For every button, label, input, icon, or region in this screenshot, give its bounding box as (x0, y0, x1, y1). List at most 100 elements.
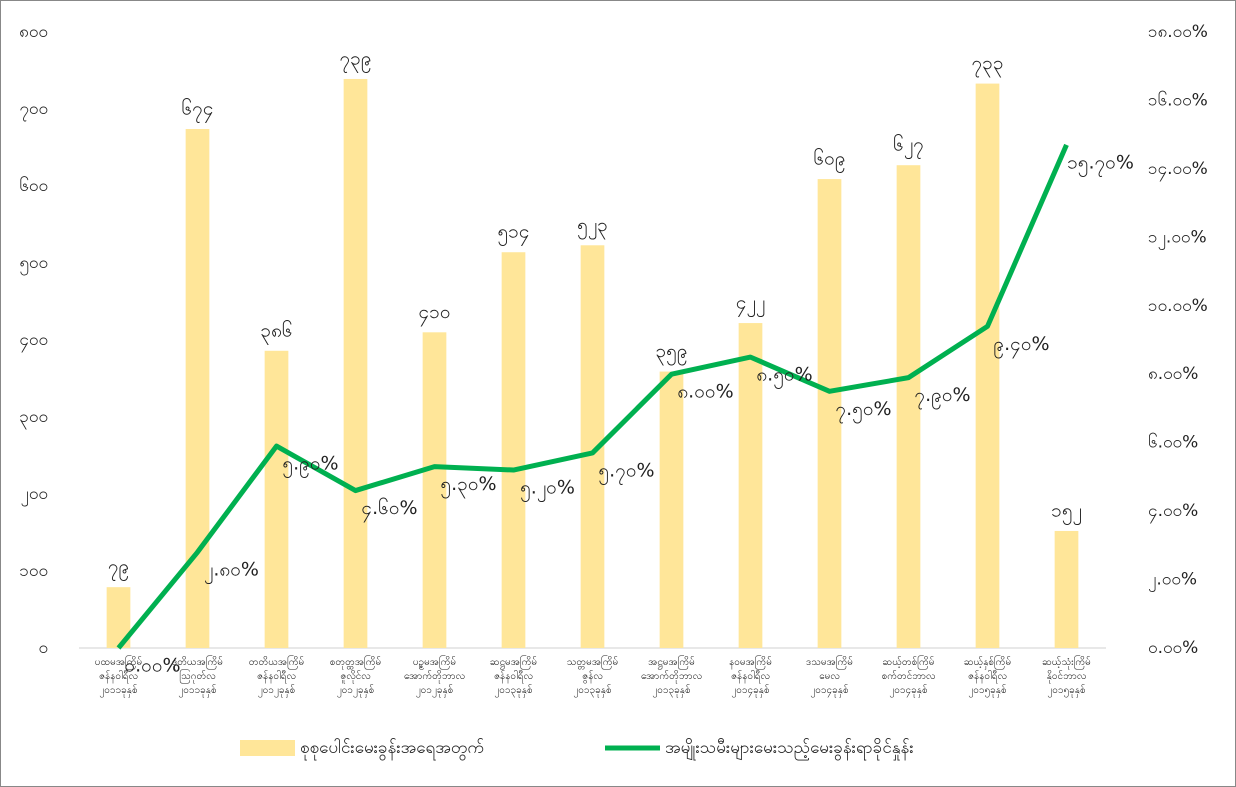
bar-value-label: ၃၈၆ (260, 318, 292, 345)
x-tick-label: အောက်တိုဘာလ (404, 669, 465, 684)
x-tick-label: ၂၀၁၃ခုနှစ် (494, 683, 532, 698)
bar-value-label: ၆၇၄ (181, 97, 213, 124)
x-tick-label: ၂၀၁၂ခုနှစ် (337, 683, 375, 698)
x-tick-label: ဇန်နဝါရီလ (257, 669, 296, 684)
line-value-label: ၇.၅၀% (835, 398, 891, 424)
bar (659, 371, 684, 648)
line-value-label: ၅.၂၀% (520, 477, 575, 503)
x-tick-label: နိုဝင်ဘာလ (1047, 669, 1086, 684)
bar-value-label: ၇၃၃ (971, 52, 1003, 78)
line-value-label: ၅.၉၀% (282, 453, 338, 479)
bar-value-label: ၆၂၇ (893, 133, 924, 160)
x-tick-label: ဇွန်လ (582, 669, 603, 684)
x-tick-label: နဝမအကြိမ် (729, 654, 772, 670)
x-tick-label: ဇန်နဝါရီလ (494, 669, 533, 684)
bar-value-label: ၄၂၂ (736, 292, 765, 318)
x-tick-label: ဇူလိုင်လ (340, 669, 370, 684)
x-tick-label: ၂၀၁၃ခုနှစ် (652, 683, 690, 698)
line-value-label: ၈.၅၀% (756, 364, 812, 390)
y2-tick-label: ၂.၀၀% (1148, 570, 1197, 593)
line-value-label: ၂.၈၀% (204, 559, 259, 585)
y2-tick-label: ၀.၀၀% (1148, 638, 1198, 658)
bar (264, 350, 289, 648)
bar-value-label: ၄၁၀ (418, 301, 450, 327)
x-tick-label: ၂၀၁၂ခုနှစ် (258, 683, 296, 698)
x-tick-label: ဇန်နဝါရီလ (99, 669, 138, 684)
x-tick-label: ၂၀၁၅ခုနှစ် (968, 683, 1006, 698)
line-value-label: ၅.၃၀% (440, 473, 496, 499)
x-tick-label: ၂၀၁၄ခုနှစ် (810, 683, 848, 698)
bar-value-label: ၇၉ (108, 556, 129, 582)
x-tick-label: ၂၀၁၄ခုနှစ် (889, 683, 927, 698)
line-value-label: ၄.၆၀% (361, 496, 417, 523)
x-tick-label: မေလ (819, 671, 840, 682)
x-tick-label: ၂၀၁၂ခုနှစ် (416, 683, 454, 698)
bar-value-label: ၅၂၃ (577, 214, 608, 240)
x-tick-label: ဆယ့်နှစ်ကြိမ် (964, 654, 1011, 670)
y2-tick-label: ၁၂.၀၀% (1148, 227, 1207, 250)
bar (738, 323, 763, 648)
bar-value-label: ၃၅၉ (655, 340, 687, 366)
x-tick-label: ဩဂုတ်လ (179, 668, 215, 684)
x-tick-label: ဆဋ္ဌမအကြိမ် (490, 654, 537, 670)
y2-tick-label: ၄.၀၀% (1148, 501, 1198, 524)
x-tick-label: စက်တင်ဘာလ (882, 669, 936, 682)
y-tick-label: ၆၀၀ (19, 175, 48, 196)
bar-value-label: ၁၅၂ (1051, 499, 1082, 525)
x-tick-label: ၂၀၁၃ခုနှစ် (573, 683, 611, 698)
x-tick-label: ဆယ့်တစ်ကြိမ် (883, 654, 935, 670)
bar (896, 165, 921, 648)
line-value-label: ၈.၀၀% (677, 381, 733, 403)
y2-tick-label: ၆.၀၀% (1148, 432, 1198, 453)
y-tick-label: ၅၀၀ (19, 253, 48, 276)
y-tick-label: ၂၀၀ (21, 484, 48, 507)
x-tick-label: ဇန်နဝါရီလ (968, 669, 1007, 684)
line (116, 143, 1069, 650)
y2-tick-label: ၁၄.၀၀% (1148, 159, 1208, 182)
bar (501, 252, 526, 648)
y-tick-label: ၇၀၀ (19, 99, 48, 122)
line-value-label: ၁၅.၇၀% (1067, 151, 1134, 177)
y2-tick-label: ၈.၀၀% (1148, 364, 1198, 384)
line-value-label: ၇.၉၀% (914, 384, 970, 410)
x-tick-label: ဆယ့်သုံးကြိမ် (1042, 654, 1091, 670)
x-tick-label: ပထမအကြိမ် (95, 654, 142, 670)
x-tick-label: အဋ္ဌမအကြိမ် (648, 654, 695, 670)
x-tick-label: အောက်တိုဘာလ (641, 669, 702, 684)
y2-tick-label: ၁၀.၀၀% (1148, 296, 1208, 316)
x-tick-label: စတုတ္ထအကြိမ် (330, 654, 381, 670)
bar (106, 587, 131, 648)
bar (817, 179, 842, 648)
x-tick-label: သတ္တမအကြိမ် (567, 654, 618, 670)
x-tick-label: ၂၀၁၁ခုနှစ် (99, 683, 137, 698)
x-tick-label: ၂၀၁၅ခုနှစ် (1047, 683, 1085, 698)
x-tick-label: ၂၀၁၄ခုနှစ် (731, 683, 769, 698)
bar (1054, 530, 1079, 648)
legend-swatch (240, 740, 295, 756)
y2-tick-label: ၁၆.၀၀% (1148, 89, 1208, 110)
x-tick-label: ဒသမအကြိမ် (806, 654, 853, 670)
x-tick-label: ၂၀၁၁ခုနှစ် (178, 683, 216, 698)
bar (975, 83, 1000, 649)
x-tick-label: ပဉ္စမအကြိမ် (413, 654, 456, 670)
x-tick-label: ဒုတိယအကြိမ် (172, 654, 223, 670)
bar (185, 129, 210, 648)
bar (422, 332, 447, 648)
y2-tick-label: ၁၈.၀၀% (1148, 22, 1208, 42)
legend-label: စုစုပေါင်းမေးခွန်းအရေအတွက် (300, 737, 484, 761)
line-value-label: ၉.၄၀% (993, 333, 1049, 359)
y-tick-label: ၁၀၀ (19, 561, 48, 581)
line-value-label: ၀.၀၀% (124, 655, 180, 677)
y-tick-label: ၃၀၀ (19, 407, 48, 430)
bar-value-label: ၆၀၉ (813, 147, 845, 174)
bar-value-label: ၅၁၄ (497, 221, 529, 247)
y-tick-label: ၄၀၀ (19, 330, 48, 353)
x-tick-label: တတိယအကြိမ် (249, 654, 305, 670)
x-tick-label: ဇန်နဝါရီလ (731, 669, 770, 684)
legend-label: အမျိုးသမီးများမေးသည့်မေးခွန်းရာခိုင်နှုန… (665, 738, 914, 761)
y-tick-label: ၀ (38, 638, 48, 658)
bar (343, 78, 368, 649)
bar-value-label: ၇၃၉ (339, 47, 371, 73)
line-value-label: ၅.၇၀% (598, 459, 654, 485)
